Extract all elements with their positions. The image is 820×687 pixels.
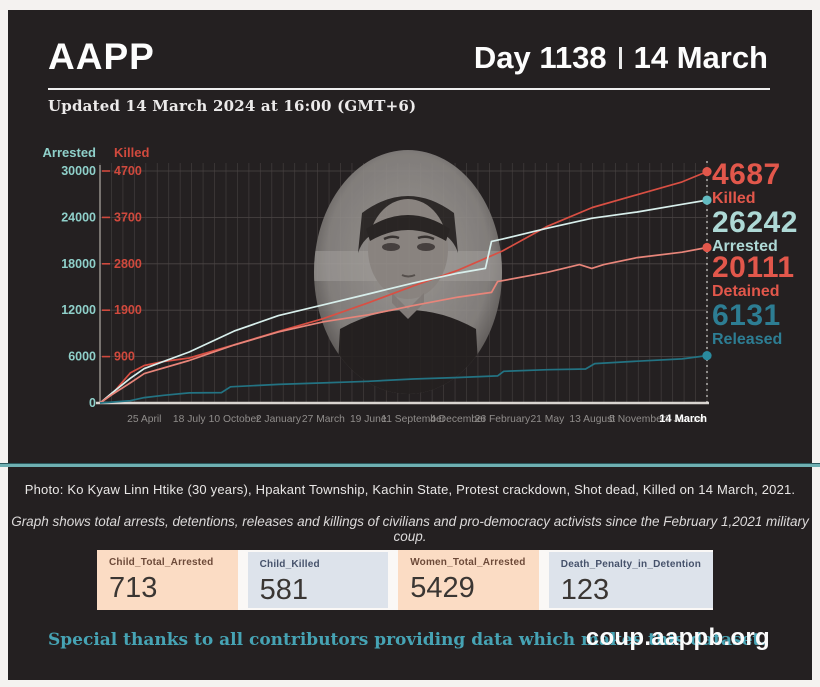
stat-label: Women_Total_Arrested — [410, 557, 526, 568]
svg-text:Arrested: Arrested — [43, 145, 97, 160]
svg-text:19 June: 19 June — [350, 414, 387, 425]
svg-text:2 January: 2 January — [256, 414, 302, 425]
annotation-killed: 4687 Killed — [712, 160, 781, 207]
svg-text:4 December: 4 December — [430, 414, 487, 425]
svg-text:2800: 2800 — [114, 257, 142, 271]
svg-text:1900: 1900 — [114, 303, 142, 317]
svg-text:12000: 12000 — [61, 303, 96, 317]
released-total: 6131 — [712, 299, 781, 332]
stat-label: Child_Killed — [259, 559, 320, 570]
svg-text:26 February: 26 February — [475, 414, 531, 425]
svg-text:3700: 3700 — [114, 210, 142, 224]
svg-text:18 July: 18 July — [173, 414, 206, 425]
annotation-arrested: 26242 Arrested — [712, 208, 798, 255]
header-rule — [48, 88, 770, 90]
arrested-total: 26242 — [712, 206, 798, 239]
stat-death-penalty-in-detention: Death_Penalty_in_Detention 123 — [548, 552, 714, 608]
aapp-logo: AAPP — [48, 36, 155, 77]
annotation-detained: 20111 Detained — [712, 253, 795, 300]
stat-child-total-arrested: Child_Total_Arrested 713 — [97, 550, 238, 610]
stat-value: 581 — [259, 574, 308, 606]
stat-value: 713 — [109, 572, 158, 604]
arrested-label: Arrested — [712, 238, 778, 255]
day-number: Day 1138 — [473, 40, 607, 75]
stat-value: 123 — [560, 574, 610, 606]
svg-text:28 Januar: 28 Januar — [659, 414, 705, 425]
detained-label: Detained — [712, 283, 780, 300]
stat-label: Death_Penalty_in_Detention — [560, 559, 702, 570]
day-separator — [618, 47, 622, 69]
stat-women-total-arrested: Women_Total_Arrested 5429 — [398, 550, 539, 610]
chart-end-markers — [702, 161, 712, 405]
svg-text:27 March: 27 March — [302, 414, 345, 425]
chart-canvas: Arrested Killed 30000 24000 18000 12000 6000 0 4… — [43, 145, 712, 425]
updated-timestamp: Updated 14 March 2024 at 16:00 (GMT+6) — [48, 97, 417, 115]
stats-strip: Child_Total_Arrested 713 Child_Killed 58… — [97, 550, 714, 610]
stat-value: 5429 — [410, 572, 475, 604]
svg-text:5 November: 5 November — [609, 414, 666, 425]
chart-series-lines — [99, 170, 708, 404]
svg-text:4700: 4700 — [114, 164, 142, 178]
released-label: Released — [712, 331, 783, 348]
killed-total: 4687 — [712, 158, 781, 191]
thanks-note: Special thanks to all contributors provi… — [48, 630, 767, 650]
stat-label: Child_Total_Arrested — [109, 557, 214, 568]
svg-text:6000: 6000 — [68, 350, 96, 364]
svg-text:30000: 30000 — [61, 164, 96, 178]
header-date: 14 March — [633, 40, 768, 75]
chart-gridlines — [99, 163, 708, 404]
teal-divider — [0, 463, 820, 467]
svg-text:18000: 18000 — [61, 257, 96, 271]
detained-total: 20111 — [712, 251, 795, 284]
stat-child-killed: Child_Killed 581 — [247, 552, 389, 608]
svg-text:10 October: 10 October — [209, 414, 261, 425]
svg-text:Killed: Killed — [114, 145, 149, 160]
graph-note: Graph shows total arrests, detentions, r… — [11, 514, 809, 544]
cumulative-line-chart: Arrested Killed 30000 24000 18000 12000 6000 0 4… — [40, 143, 780, 443]
photo-caption: Photo: Ko Kyaw Linn Htike (30 years), Hp… — [24, 482, 796, 497]
killed-label: Killed — [712, 190, 756, 207]
annotation-released: 6131 Released — [712, 301, 782, 348]
day-counter: Day 1138 14 March — [474, 40, 768, 76]
svg-text:14 March: 14 March — [659, 413, 707, 425]
svg-text:0: 0 — [89, 396, 96, 410]
victim-photo — [314, 150, 502, 394]
svg-text:11 September: 11 September — [381, 414, 445, 425]
chart-axes: Arrested Killed 30000 24000 18000 12000 6000 0 4… — [43, 145, 709, 410]
website-url: coup.aappb.org — [585, 624, 770, 651]
svg-text:13 August: 13 August — [569, 414, 615, 425]
svg-text:900: 900 — [114, 350, 135, 364]
svg-text:24000: 24000 — [61, 210, 96, 224]
svg-text:21 May: 21 May — [530, 414, 565, 425]
svg-text:25 April: 25 April — [127, 414, 161, 425]
